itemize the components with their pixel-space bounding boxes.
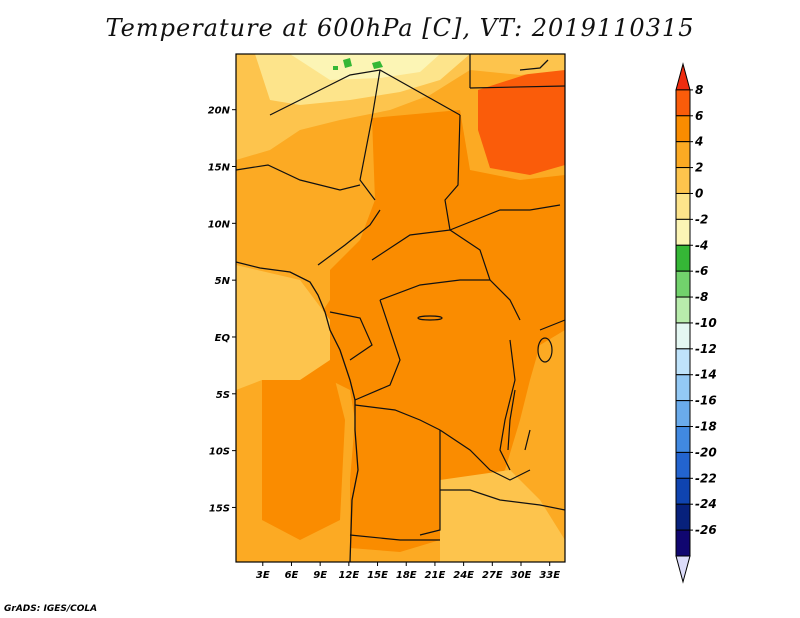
border-namibia: [349, 534, 440, 541]
colorbar-label: -6: [695, 264, 708, 278]
border-gabon-congo: [329, 311, 373, 361]
contour-patch-green-3: [333, 66, 338, 70]
colorbar-label: -18: [695, 420, 717, 434]
colorbar-label: 2: [695, 161, 703, 175]
lon-tick-label: 15E: [367, 570, 388, 581]
colorbar-swatch: [675, 115, 691, 143]
colorbar-swatch: [675, 400, 691, 428]
border-niger-chad: [359, 69, 381, 201]
border-drc-west: [354, 299, 401, 401]
border-egypt-sudan: [469, 85, 566, 89]
colorbar-swatch: [675, 296, 691, 324]
colorbar-label: 0: [695, 186, 703, 200]
colorbar-top-arrow: [675, 62, 691, 91]
colorbar-label: -8: [695, 290, 708, 304]
lon-tick-label: 30E: [511, 570, 532, 581]
colorbar-label: -20: [695, 445, 717, 459]
border-drc-south: [439, 429, 531, 481]
colorbar-swatch: [675, 374, 691, 402]
coastline: [235, 59, 549, 563]
colorbar-swatch: [675, 451, 691, 479]
lat-tick-label: 20N: [208, 106, 231, 117]
colorbar-swatch: [675, 244, 691, 272]
lat-tick-label: 15S: [209, 503, 230, 514]
border-algeria-libya: [269, 69, 461, 116]
colorbar-swatch: [675, 141, 691, 169]
latitude-axis: 20N 15N 10N 5N EQ 5S 10S 15S: [208, 106, 236, 514]
border-kenya-uganda: [539, 319, 566, 331]
colorbar-label: -14: [695, 368, 717, 382]
contour-patch-green-2: [372, 61, 383, 69]
lon-tick-label: 24E: [453, 570, 474, 581]
lat-tick-label: 5N: [215, 276, 231, 287]
lakes: [417, 315, 553, 451]
lon-tick-label: 6E: [285, 570, 299, 581]
lon-tick-label: 27E: [482, 570, 503, 581]
lat-tick-label: 10S: [209, 447, 230, 458]
colorbar-swatch: [675, 218, 691, 246]
border-angola-east: [419, 430, 441, 536]
border-angola-north: [354, 404, 441, 431]
lon-tick-label: 9E: [313, 570, 327, 581]
colorbar-label: -10: [695, 316, 717, 330]
contour-region-4-to-6-west: [262, 360, 345, 540]
colorbar-swatch: [675, 348, 691, 376]
colorbar-label: 8: [695, 83, 703, 97]
country-borders: [235, 54, 566, 541]
lat-tick-label: 10N: [208, 219, 231, 230]
colorbar-swatch: [675, 192, 691, 220]
colorbar: 8 6 4 2 0 -2 -4 -6 -8 -10 -12 -14 -16 -18 -20 -22 -24 -26: [675, 62, 717, 584]
colorbar-label: -4: [695, 238, 708, 252]
colorbar-label: -22: [695, 471, 717, 485]
colorbar-swatch: [675, 270, 691, 298]
colorbar-label: 4: [694, 135, 703, 149]
contour-region-coast: [236, 265, 330, 390]
grads-credit: GrADS: IGES/COLA: [4, 604, 98, 614]
contour-region-south: [440, 470, 565, 562]
border-drc-north: [379, 279, 521, 321]
lat-tick-label: 15N: [208, 163, 231, 174]
colorbar-swatch: [675, 477, 691, 505]
border-chad-sudan: [444, 114, 461, 231]
colorbar-label: -2: [695, 212, 708, 226]
border-nigeria: [235, 164, 361, 191]
contour-region-minus4-to-minus2: [290, 54, 440, 80]
lon-tick-label: 21E: [425, 570, 446, 581]
colorbar-swatch: [675, 322, 691, 350]
longitude-axis: 3E 6E 9E 12E 15E 18E 21E 24E 27E 30E 33E: [256, 562, 560, 581]
colorbar-label: -26: [695, 523, 717, 537]
colorbar-label: -12: [695, 342, 717, 356]
lon-tick-label: 3E: [256, 570, 270, 581]
colorbar-label: 6: [695, 109, 703, 123]
border-east-lakes: [499, 339, 516, 471]
colorbar-label: -24: [695, 497, 717, 511]
lat-tick-label: 5S: [216, 390, 230, 401]
border-sudan-ssudan: [449, 204, 561, 231]
colorbar-swatch: [675, 503, 691, 531]
contour-region-6-to-8: [478, 70, 565, 175]
colorbar-bottom-arrow: [675, 555, 691, 584]
colorbar-swatch: [675, 426, 691, 453]
lon-tick-label: 33E: [539, 570, 560, 581]
border-cameroon: [317, 209, 381, 266]
map-frame: [235, 53, 566, 563]
colorbar-label: -16: [695, 394, 717, 408]
lon-tick-label: 18E: [396, 570, 417, 581]
contour-region-4-to-6: [300, 110, 565, 552]
colorbar-swatch: [675, 167, 691, 194]
colorbar-swatch: [675, 89, 691, 117]
border-zambia: [440, 489, 566, 511]
colorbar-swatch: [675, 529, 691, 557]
lon-tick-label: 12E: [338, 570, 359, 581]
chart-title: Temperature at 600hPa [C], VT: 201911031…: [105, 14, 695, 42]
contour-patch-green-1: [343, 58, 352, 68]
lat-tick-label: EQ: [215, 333, 231, 344]
